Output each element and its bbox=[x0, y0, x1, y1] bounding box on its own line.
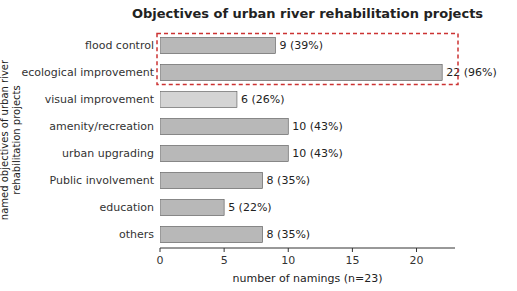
highlight-box bbox=[157, 34, 458, 85]
title: Objectives of urban river rehabilitation… bbox=[132, 6, 483, 21]
bar bbox=[160, 118, 288, 134]
x-tick-label: 10 bbox=[281, 254, 295, 267]
y-axis-label-line: named objectives of urban river bbox=[0, 59, 10, 220]
data-label: 10 (43%) bbox=[292, 147, 343, 160]
category-label: urban upgrading bbox=[62, 147, 154, 160]
chart: Objectives of urban river rehabilitation… bbox=[0, 0, 517, 291]
bar bbox=[160, 199, 224, 215]
x-tick-label: 20 bbox=[410, 254, 424, 267]
x-tick bbox=[160, 248, 161, 252]
bar bbox=[160, 226, 263, 242]
data-label: 10 (43%) bbox=[292, 120, 343, 133]
bar bbox=[160, 64, 442, 80]
bar bbox=[160, 91, 237, 107]
category-label: amenity/recreation bbox=[49, 120, 154, 133]
x-tick-label: 15 bbox=[345, 254, 359, 267]
bar bbox=[160, 145, 288, 161]
data-label: 22 (96%) bbox=[446, 66, 497, 79]
data-label: 6 (26%) bbox=[241, 93, 285, 106]
category-label: visual improvement bbox=[45, 93, 155, 106]
data-label: 5 (22%) bbox=[228, 201, 272, 214]
category-label: Public involvement bbox=[50, 174, 155, 187]
bar bbox=[160, 172, 263, 188]
x-tick bbox=[288, 248, 289, 252]
category-label: flood control bbox=[85, 39, 154, 52]
data-label: 8 (35%) bbox=[267, 228, 311, 241]
category-label: ecological improvement bbox=[21, 66, 154, 79]
x-tick-label: 0 bbox=[157, 254, 164, 267]
data-label: 9 (39%) bbox=[279, 39, 323, 52]
y-axis-label: named objectives of urban riverrehabilit… bbox=[0, 59, 22, 220]
data-label: 8 (35%) bbox=[267, 174, 311, 187]
bars bbox=[160, 37, 442, 242]
bar bbox=[160, 37, 275, 53]
y-axis-label-line: rehabilitation projects bbox=[11, 85, 22, 195]
x-tick bbox=[224, 248, 225, 252]
x-tick bbox=[416, 248, 417, 252]
category-label: others bbox=[119, 228, 154, 241]
category-label: education bbox=[99, 201, 154, 214]
x-axis-line bbox=[160, 248, 455, 249]
x-axis-label: number of namings (n=23) bbox=[233, 272, 383, 285]
x-tick bbox=[352, 248, 353, 252]
x-tick-label: 5 bbox=[221, 254, 228, 267]
